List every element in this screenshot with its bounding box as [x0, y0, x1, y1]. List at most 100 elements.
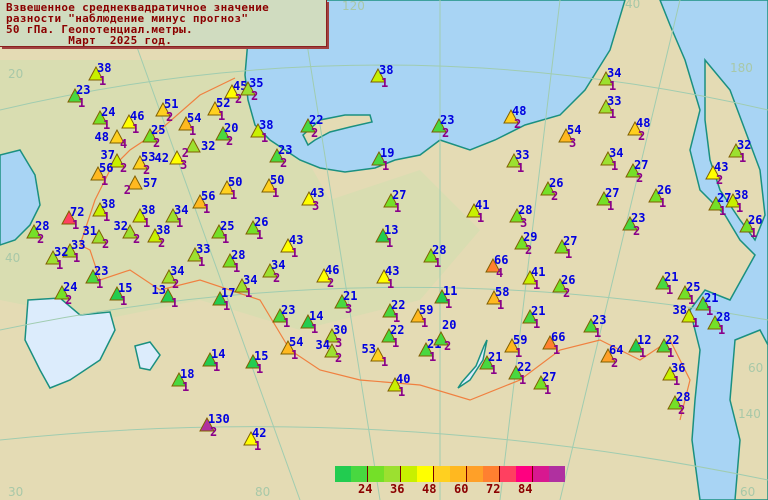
station-rms-value: 19 [380, 146, 394, 160]
station-count: 2 [143, 163, 150, 177]
station-rms-value: 15 [254, 349, 268, 363]
station-count: 1 [533, 317, 540, 331]
station-rms-value: 50 [270, 173, 284, 187]
station-rms-value: 53 [141, 150, 155, 164]
station-triangle [280, 237, 296, 253]
legend-swatch [417, 466, 434, 482]
station-count: 1 [72, 218, 79, 232]
station-triangle [301, 190, 317, 206]
graticule-label: 180 [730, 61, 753, 75]
station-triangle [245, 219, 261, 235]
legend-swatch [368, 466, 384, 482]
station-count: 1 [73, 251, 80, 265]
station-triangle [648, 187, 664, 203]
station-triangle [628, 337, 644, 353]
station-count: 1 [291, 246, 298, 260]
station-count: 1 [477, 211, 484, 225]
station-marker: 342 [262, 258, 285, 285]
station-rms-value: 32 [54, 245, 68, 259]
station-marker: 271 [383, 188, 406, 215]
legend-label: 36 [390, 482, 405, 496]
station-triangle [187, 246, 203, 262]
station-count: 1 [394, 201, 401, 215]
station-triangle [26, 223, 42, 239]
station-triangle [185, 137, 201, 153]
station-rms-value: 32 [114, 219, 128, 233]
station-rms-value: 25 [151, 123, 165, 137]
station-triangle [596, 190, 612, 206]
station-marker: 31 2 [83, 224, 110, 251]
station-count: 1 [519, 373, 526, 387]
station-marker: 411 [522, 265, 545, 292]
station-triangle [142, 127, 158, 143]
station-marker: 381 [132, 203, 155, 230]
station-count: 1 [132, 122, 139, 136]
station-count: 1 [291, 348, 298, 362]
station-rms-value: 72 [70, 205, 84, 219]
station-count: 1 [673, 374, 680, 388]
station-count: 1 [99, 74, 106, 88]
station-marker: 421 [243, 426, 266, 453]
station-rms-value: 36 [671, 361, 685, 375]
station-rms-value: 23 [281, 303, 295, 317]
station-count: 1 [223, 299, 230, 313]
station-marker: 281 [707, 310, 730, 337]
station-marker: 20 2 [433, 318, 456, 353]
graticule-label: 30 [8, 485, 23, 499]
station-marker: 342 [316, 338, 343, 365]
station-triangle [370, 346, 386, 362]
station-marker: 321 [45, 245, 68, 272]
station-triangle [324, 342, 340, 358]
station-marker: 181 [171, 367, 194, 394]
station-marker: 271 [533, 370, 556, 397]
station-triangle [627, 120, 643, 136]
station-rms-value: 66 [551, 330, 565, 344]
station-marker: 591 [504, 333, 527, 360]
station-count: 3 [312, 199, 319, 213]
station-marker: 32 2 [114, 219, 141, 246]
station-count: 2 [633, 224, 640, 238]
station-rms-value: 24 [101, 105, 115, 119]
station-marker: 262 [540, 176, 563, 203]
station-rms-value: 27 [717, 191, 731, 205]
station-triangle [423, 247, 439, 263]
station-rms-value: 29 [523, 230, 537, 244]
station-marker: 381 [88, 61, 111, 88]
station-rms-value: 51 [164, 97, 178, 111]
station-count: 2 [251, 89, 258, 103]
station-count: 1 [421, 316, 428, 330]
station-triangle [514, 234, 530, 250]
station-triangle [434, 288, 450, 304]
station-count: 1 [739, 151, 746, 165]
station-count: 1 [544, 383, 551, 397]
station-count: 1 [392, 336, 399, 350]
station-triangle [165, 207, 181, 223]
station-marker: 141 [202, 347, 225, 374]
station-count: 1 [222, 232, 229, 246]
station-triangle [410, 307, 426, 323]
station-marker: 251 [211, 219, 234, 246]
station-triangle [695, 295, 711, 311]
station-triangle [178, 115, 194, 131]
graticule-label: 40 [5, 251, 20, 265]
station-rms-value: 56 [99, 161, 113, 175]
station-marker: 271 [596, 186, 619, 213]
station-marker: 191 [371, 146, 394, 173]
station-marker: 331 [187, 242, 210, 269]
station-count: 1 [490, 363, 497, 377]
station-rms-value: 17 [221, 286, 235, 300]
station-rms-value: 130 [208, 412, 230, 426]
station-triangle [370, 67, 386, 83]
station-rms-value: 23 [76, 83, 90, 97]
station-count: 2 [442, 126, 449, 140]
station-triangle [540, 180, 556, 196]
station-count: 1 [213, 360, 220, 374]
station-rms-value: 21 [343, 289, 357, 303]
station-rms-value: 54 [187, 111, 201, 125]
station-rms-value: 26 [254, 215, 268, 229]
legend-label: 60 [454, 482, 469, 496]
station-rms-value: 52 [216, 96, 230, 110]
station-count: 3 [569, 136, 576, 150]
station-rms-value: 25 [220, 219, 234, 233]
